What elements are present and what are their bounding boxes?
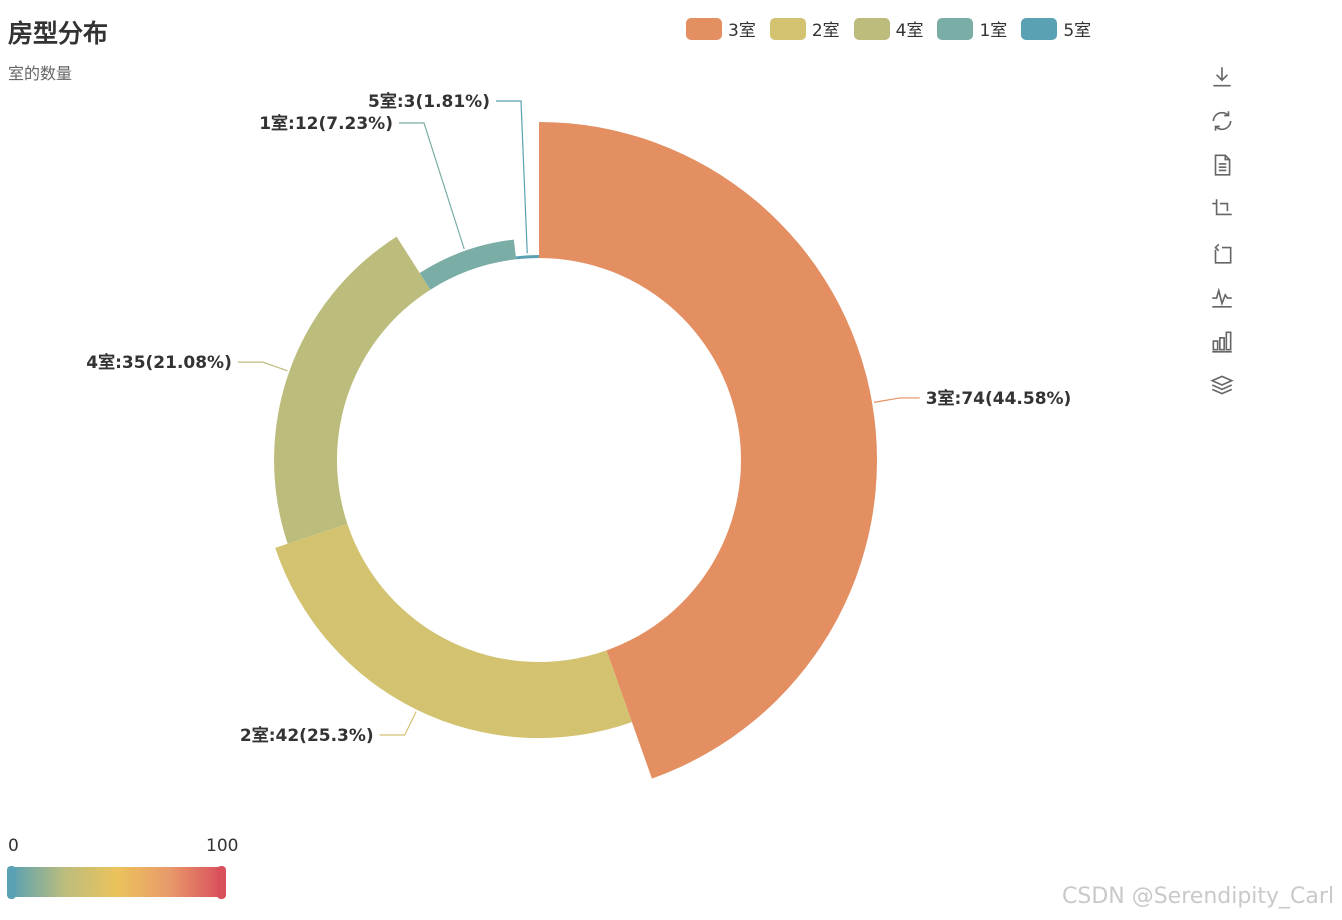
legend-label: 4室: [895, 21, 924, 41]
line-chart-icon[interactable]: [1205, 280, 1239, 314]
chart-subtitle: 室的数量: [8, 64, 73, 83]
legend-label: 2室: [811, 21, 840, 41]
label-line-2室: [379, 711, 417, 736]
legend-swatch: [769, 17, 806, 40]
legend-swatch: [937, 17, 974, 40]
slice-2室[interactable]: [275, 523, 632, 739]
label-line-1室: [399, 122, 465, 250]
legend-swatch: [853, 17, 890, 40]
legend-label: 3室: [728, 21, 756, 41]
data-label-4室: 4室:35(21.08%): [86, 352, 232, 373]
visual-map-min: 0: [8, 836, 19, 856]
label-line-5室: [496, 100, 528, 254]
legend-label: 5室: [1063, 21, 1092, 41]
legend-item-5[interactable]: 5室: [1021, 16, 1091, 41]
download-icon[interactable]: [1205, 60, 1239, 94]
data-label-1室: 1室:12(7.23%): [259, 113, 393, 134]
data-view-icon[interactable]: [1205, 148, 1239, 182]
data-label-2室: 2室:42(25.3%): [240, 725, 374, 746]
legend-swatch: [686, 17, 722, 40]
visual-map-handle-max[interactable]: [217, 866, 226, 899]
legend-item-3[interactable]: 3室: [686, 16, 756, 41]
watermark: CSDN @Serendipity_Carl: [1062, 884, 1335, 909]
bar-chart-icon[interactable]: [1205, 324, 1239, 358]
slice-5室[interactable]: [515, 255, 539, 260]
legend: 3室 2室 4室 1室 5室: [686, 16, 1091, 41]
data-label-3室: 3室:74(44.58%): [926, 388, 1072, 409]
legend-item-2[interactable]: 2室: [769, 16, 840, 41]
stack-icon[interactable]: [1205, 368, 1239, 402]
label-line-3室: [873, 397, 920, 403]
data-label-5室: 5室:3(1.81%): [368, 91, 490, 112]
refresh-icon[interactable]: [1205, 104, 1239, 138]
slice-3室[interactable]: [539, 122, 877, 779]
slice-4室[interactable]: [274, 236, 431, 544]
visual-map-handle-min[interactable]: [7, 866, 16, 899]
legend-item-1[interactable]: 1室: [937, 16, 1007, 41]
chart-title: 房型分布: [8, 19, 109, 48]
legend-swatch: [1021, 17, 1058, 40]
legend-item-4[interactable]: 4室: [853, 16, 924, 41]
slice-1室[interactable]: [419, 239, 517, 290]
visual-map-max: 100: [206, 836, 239, 856]
label-line-4室: [237, 361, 288, 372]
legend-label: 1室: [979, 21, 1008, 41]
zoom-icon[interactable]: [1205, 192, 1239, 226]
visual-map-bar: [12, 867, 222, 897]
zoom-reset-icon[interactable]: [1205, 236, 1239, 270]
toolbox: [1205, 60, 1239, 402]
